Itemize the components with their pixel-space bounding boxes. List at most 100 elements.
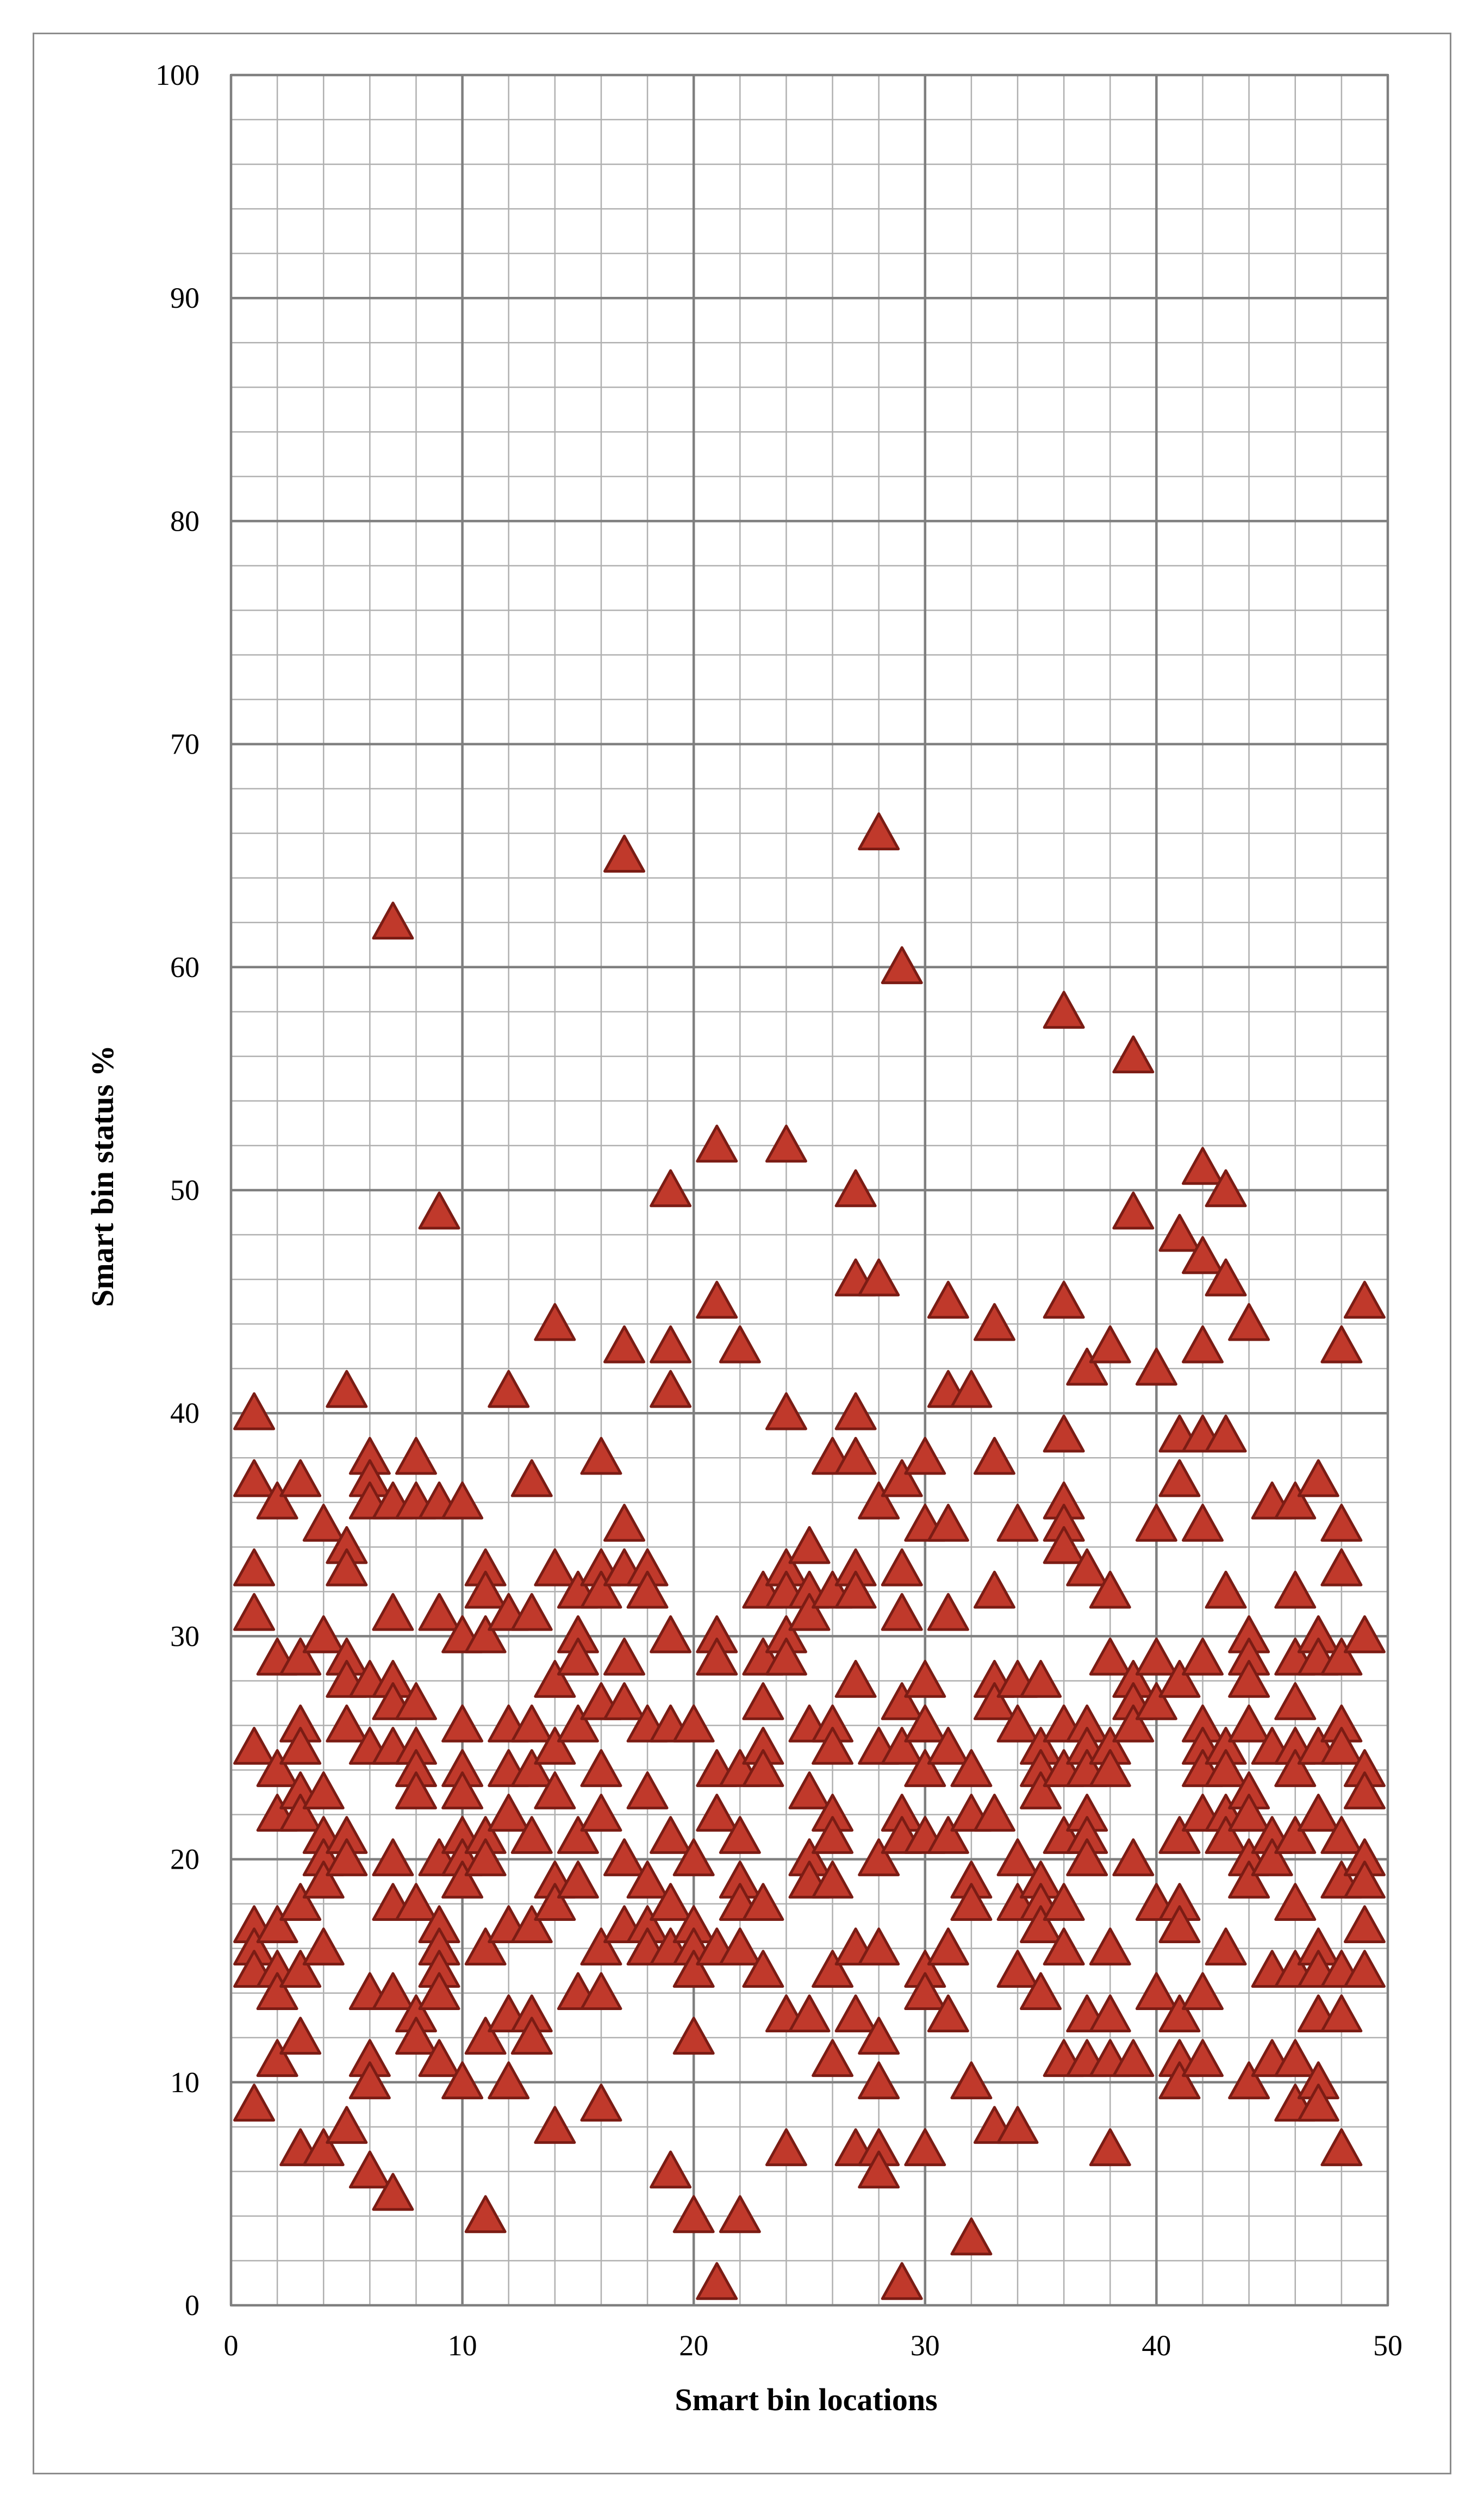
data-point-triangle xyxy=(603,1503,646,1542)
data-point-triangle xyxy=(372,901,414,940)
data-point-triangle xyxy=(858,2017,900,2055)
data-point-triangle xyxy=(279,1459,322,1497)
data-point-triangle xyxy=(302,1771,345,1809)
data-point-triangle xyxy=(812,1950,854,1988)
data-point-triangle xyxy=(950,1370,993,1408)
data-point-triangle xyxy=(858,1258,900,1297)
data-point-triangle xyxy=(557,1816,599,1854)
data-point-triangle xyxy=(696,2262,738,2300)
data-point-triangle xyxy=(1135,1347,1177,1386)
data-point-triangle xyxy=(719,2195,761,2234)
data-point-triangle xyxy=(834,1570,877,1609)
data-point-triangle xyxy=(812,1861,854,1899)
data-point-triangle xyxy=(464,1927,507,1965)
data-point-triangle xyxy=(1320,1325,1363,1364)
data-point-triangle xyxy=(1066,1838,1108,1876)
data-point-triangle xyxy=(418,1592,460,1631)
data-point-triangle xyxy=(372,1592,414,1631)
y-axis-title: Smart bin status % xyxy=(85,1045,120,1307)
data-point-triangle xyxy=(302,1861,345,1899)
data-point-triangle xyxy=(1274,1682,1317,1720)
data-point-triangle xyxy=(1182,1147,1224,1185)
y-tick-label: 60 xyxy=(170,951,199,984)
data-point-triangle xyxy=(580,1436,622,1475)
data-point-triangle xyxy=(1043,991,1085,1029)
data-point-triangle xyxy=(996,1503,1039,1542)
data-point-triangle xyxy=(973,1794,1015,1832)
data-point-triangle xyxy=(1320,1816,1363,1854)
data-point-triangle xyxy=(256,1972,298,2011)
data-point-triangle xyxy=(973,1436,1015,1475)
data-point-triangle xyxy=(1089,1570,1131,1609)
data-point-triangle xyxy=(279,1727,322,1765)
data-point-triangle xyxy=(1112,1704,1155,1743)
data-point-triangle xyxy=(904,1436,946,1475)
y-tick-label: 20 xyxy=(170,1843,199,1876)
data-point-triangle xyxy=(395,2017,437,2055)
data-point-triangle xyxy=(904,1704,946,1743)
data-point-triangle xyxy=(326,1704,368,1743)
data-point-triangle xyxy=(834,1392,877,1430)
data-point-triangle xyxy=(464,1615,507,1653)
data-point-triangle xyxy=(973,1682,1015,1720)
data-point-triangle xyxy=(464,2195,507,2234)
data-point-triangle xyxy=(765,2128,807,2167)
data-point-triangle xyxy=(696,1794,738,1832)
data-point-triangle xyxy=(834,1169,877,1208)
data-point-triangle xyxy=(279,1950,322,1988)
data-point-triangle xyxy=(302,1615,345,1653)
data-point-triangle xyxy=(1205,1169,1247,1208)
data-point-triangle xyxy=(858,2061,900,2100)
data-point-triangle xyxy=(1135,1503,1177,1542)
data-point-triangle xyxy=(927,1927,969,1965)
x-tick-label: 10 xyxy=(448,2329,477,2362)
data-point-triangle xyxy=(1112,1838,1155,1876)
data-point-triangle xyxy=(510,2017,553,2055)
data-point-triangle xyxy=(233,1727,276,1765)
data-point-triangle xyxy=(719,1325,761,1364)
data-point-triangle xyxy=(1182,1637,1224,1676)
data-point-triangle xyxy=(719,1927,761,1965)
data-point-triangle xyxy=(510,1905,553,1943)
data-point-triangle xyxy=(256,1481,298,1520)
data-point-triangle xyxy=(1320,1637,1363,1676)
data-point-triangle xyxy=(1158,1214,1201,1252)
data-point-triangle xyxy=(904,2128,946,2167)
data-point-triangle xyxy=(1228,2061,1270,2100)
data-point-triangle xyxy=(904,1749,946,1787)
data-point-triangle xyxy=(1228,1794,1270,1832)
data-point-triangle xyxy=(1158,1905,1201,1943)
data-point-triangle xyxy=(1320,1727,1363,1765)
data-point-triangle xyxy=(302,2128,345,2167)
y-tick-label: 70 xyxy=(170,728,199,761)
data-point-triangle xyxy=(1182,1972,1224,2011)
data-point-triangle xyxy=(1205,1570,1247,1609)
data-point-triangle xyxy=(650,1883,692,1921)
data-point-triangle xyxy=(904,1972,946,2011)
y-tick-label: 50 xyxy=(170,1174,199,1206)
data-point-triangle xyxy=(858,1838,900,1876)
y-tick-label: 40 xyxy=(170,1397,199,1429)
data-point-triangle xyxy=(256,1905,298,1943)
data-point-triangle xyxy=(464,1838,507,1876)
x-tick-label: 30 xyxy=(911,2329,940,2362)
data-point-triangle xyxy=(1135,1637,1177,1676)
data-point-triangle xyxy=(950,1883,993,1921)
data-point-triangle xyxy=(279,1883,322,1921)
y-tick-label: 30 xyxy=(170,1620,199,1652)
data-point-triangle xyxy=(672,1838,715,1876)
data-point-triangle xyxy=(1274,1481,1317,1520)
data-point-triangle xyxy=(1320,1548,1363,1587)
data-point-triangle xyxy=(626,1861,669,1899)
data-point-triangle xyxy=(510,1816,553,1854)
data-point-triangle xyxy=(1205,1258,1247,1297)
data-point-triangle xyxy=(557,1704,599,1743)
data-point-triangle xyxy=(1274,1570,1317,1609)
data-point-triangle xyxy=(927,1727,969,1765)
data-point-triangle xyxy=(626,1771,669,1809)
data-point-triangle xyxy=(233,1459,276,1497)
data-point-triangle xyxy=(1228,1861,1270,1899)
data-point-triangle xyxy=(603,1637,646,1676)
data-point-triangle xyxy=(650,1325,692,1364)
data-point-triangle xyxy=(765,1637,807,1676)
